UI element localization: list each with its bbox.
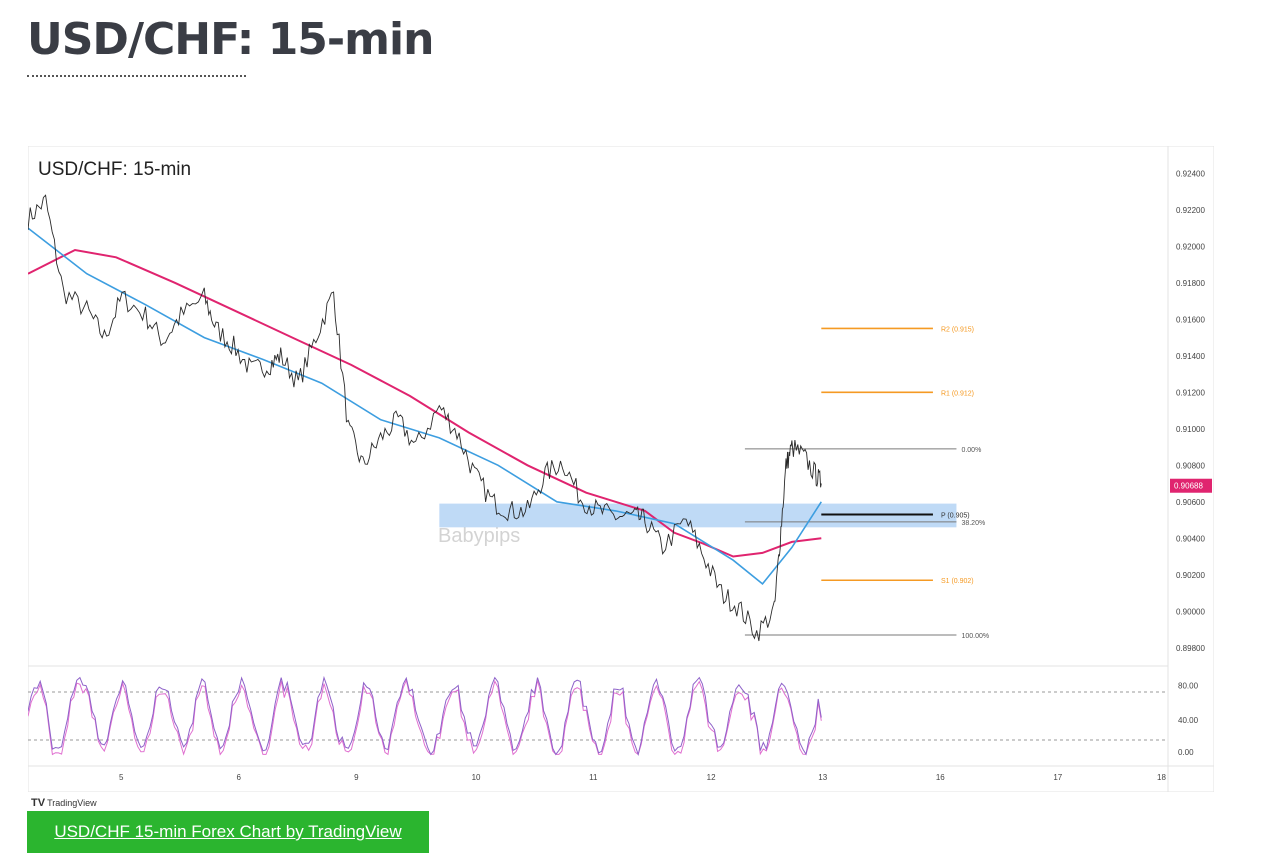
pivot-label: R1 (0.912) (941, 390, 974, 397)
x-tick-label: 12 (707, 773, 716, 782)
chart-watermark: Babypips (438, 525, 520, 547)
y-tick-label: 0.91200 (1176, 388, 1205, 397)
y-tick-label: 0.92000 (1176, 242, 1205, 251)
tradingview-logo-text: TradingView (47, 798, 97, 808)
y-tick-label: 0.90600 (1176, 498, 1205, 507)
x-tick-label: 18 (1157, 773, 1166, 782)
fib-label: 100.00% (961, 633, 989, 640)
chart-caption-link[interactable]: USD/CHF 15-min Forex Chart by TradingVie… (27, 811, 429, 853)
y-tick-label: 0.91600 (1176, 315, 1205, 324)
x-tick-label: 5 (119, 773, 124, 782)
stoch-tick-label: 80.00 (1178, 682, 1199, 691)
fibonacci-layer: 0.00% 38.20% 100.00% (744, 447, 989, 640)
x-tick-label: 16 (936, 773, 945, 782)
stoch-d-line (28, 678, 822, 756)
tradingview-logo: TV TradingView (31, 797, 97, 809)
ma-fast-line (28, 227, 822, 586)
pivot-label: R2 (0.915) (941, 326, 974, 333)
y-tick-label: 0.90800 (1176, 461, 1205, 470)
y-tick-label: 0.89800 (1176, 644, 1205, 653)
y-tick-label: 0.90000 (1176, 607, 1205, 616)
caption-text: USD/CHF 15-min Forex Chart by TradingVie… (54, 822, 402, 841)
stoch-tick-label: 40.00 (1178, 716, 1199, 725)
x-tick-label: 9 (354, 773, 359, 782)
stoch-k-line (28, 675, 822, 757)
fib-label: 0.00% (961, 447, 981, 454)
stochastic-panel: 80.00 40.00 0.00 (28, 675, 1199, 757)
tradingview-logo-mark: TV (31, 797, 46, 809)
price-line (28, 194, 822, 642)
y-tick-label: 0.92200 (1176, 206, 1205, 215)
y-tick-label: 0.90400 (1176, 534, 1205, 543)
current-price-label: 0.90688 (1174, 482, 1203, 491)
y-tick-label: 0.92400 (1176, 169, 1205, 178)
x-tick-label: 17 (1053, 773, 1062, 782)
y-tick-label: 0.91400 (1176, 352, 1205, 361)
title-underline (27, 75, 246, 77)
chart-title: USD/CHF: 15-min (38, 159, 191, 180)
stoch-tick-label: 0.00 (1178, 748, 1194, 757)
x-axis: 5 6 9 10 11 12 13 16 17 18 (119, 773, 1166, 782)
pivot-label: S1 (0.902) (941, 578, 974, 585)
y-tick-label: 0.91800 (1176, 279, 1205, 288)
y-axis: 0.92400 0.92200 0.92000 0.91800 0.91600 0.914… (1170, 169, 1212, 653)
pivot-label: P (0.905) (941, 513, 970, 520)
x-tick-label: 11 (589, 773, 598, 782)
price-layer (28, 194, 822, 642)
page-title: USD/CHF: 15-min (27, 14, 434, 65)
current-price-tag (1170, 478, 1212, 493)
ma-slow-line (28, 248, 822, 558)
price-chart[interactable]: Babypips 0.00% 38.20% 100.00% R2 (0.915) R1… (28, 146, 1214, 792)
moving-average-layer (28, 227, 822, 586)
y-tick-label: 0.90200 (1176, 571, 1205, 580)
x-tick-label: 10 (472, 773, 481, 782)
fib-label: 38.20% (961, 520, 985, 527)
x-tick-label: 6 (237, 773, 242, 782)
y-tick-label: 0.91000 (1176, 425, 1205, 434)
pivot-layer: R2 (0.915) R1 (0.912) P (0.905) S1 (0.902) (821, 326, 974, 585)
x-tick-label: 13 (818, 773, 827, 782)
